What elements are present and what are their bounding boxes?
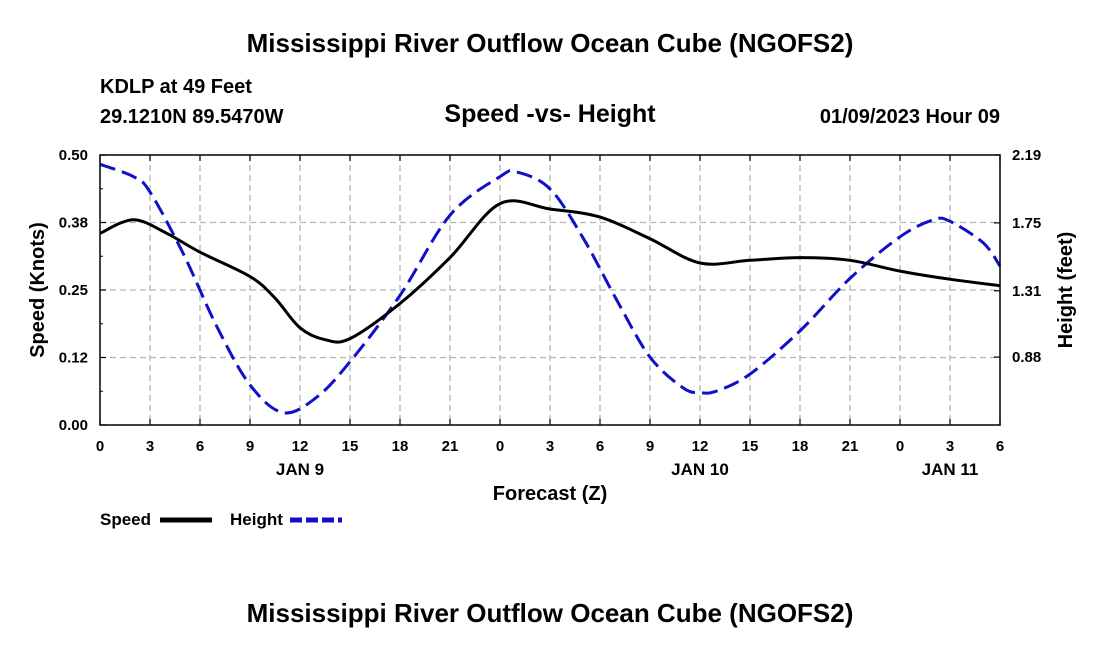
x-tick-label: 9 bbox=[646, 438, 654, 455]
grid bbox=[100, 155, 1000, 425]
x-tick-label: 0 bbox=[496, 438, 504, 455]
coordinates-label: 29.1210N 89.5470W bbox=[100, 106, 284, 128]
x-tick-label: 6 bbox=[196, 438, 204, 455]
footer-title: Mississippi River Outflow Ocean Cube (NG… bbox=[246, 598, 854, 628]
chart-subtitle: Speed -vs- Height bbox=[444, 100, 656, 128]
legend-speed-label: Speed bbox=[100, 510, 151, 529]
y2-tick-label: 1.75 bbox=[1012, 215, 1041, 232]
x-tick-label: 21 bbox=[842, 438, 859, 455]
day-label: JAN 11 bbox=[922, 460, 979, 479]
y-tick-label: 0.00 bbox=[59, 417, 88, 434]
y-tick-label: 0.38 bbox=[59, 215, 88, 232]
x-axis-title: Forecast (Z) bbox=[493, 483, 607, 505]
x-tick-label: 6 bbox=[596, 438, 604, 455]
y-axis-title: Speed (Knots) bbox=[27, 222, 49, 358]
series-group bbox=[99, 162, 1002, 415]
y2-axis-title: Height (feet) bbox=[1055, 232, 1077, 349]
x-tick-label: 12 bbox=[292, 438, 309, 455]
legend-height-label: Height bbox=[230, 510, 283, 529]
speed-series-line bbox=[99, 199, 1001, 344]
x-tick-label: 0 bbox=[96, 438, 104, 455]
axes: 0 3 6 9 12 15 18 21 0 3 6 9 12 15 18 21 0 3 6 0.00 0.12 0.25 0… bbox=[59, 147, 1041, 479]
x-tick-label: 6 bbox=[996, 438, 1004, 455]
x-tick-label: 15 bbox=[742, 438, 759, 455]
x-tick-label: 21 bbox=[442, 438, 459, 455]
y2-tick-label: 1.31 bbox=[1012, 283, 1041, 300]
x-tick-label: 0 bbox=[896, 438, 904, 455]
legend: Speed Height bbox=[100, 510, 342, 529]
x-tick-label: 18 bbox=[392, 438, 409, 455]
forecast-datetime: 01/09/2023 Hour 09 bbox=[819, 106, 1000, 128]
chart-title: Mississippi River Outflow Ocean Cube (NG… bbox=[246, 28, 854, 58]
y2-tick-label: 2.19 bbox=[1012, 147, 1041, 164]
y-tick-label: 0.25 bbox=[59, 282, 88, 299]
x-tick-label: 3 bbox=[146, 438, 154, 455]
y-tick-label: 0.12 bbox=[59, 350, 88, 367]
x-tick-label: 12 bbox=[692, 438, 709, 455]
x-tick-label: 15 bbox=[342, 438, 359, 455]
y2-tick-label: 0.88 bbox=[1012, 349, 1041, 366]
day-label: JAN 10 bbox=[671, 460, 729, 479]
x-tick-label: 3 bbox=[946, 438, 954, 455]
day-label: JAN 9 bbox=[276, 460, 324, 479]
station-label: KDLP at 49 Feet bbox=[100, 76, 252, 98]
x-tick-label: 3 bbox=[546, 438, 554, 455]
y-tick-label: 0.50 bbox=[59, 147, 88, 164]
x-tick-label: 18 bbox=[792, 438, 809, 455]
x-tick-label: 9 bbox=[246, 438, 254, 455]
